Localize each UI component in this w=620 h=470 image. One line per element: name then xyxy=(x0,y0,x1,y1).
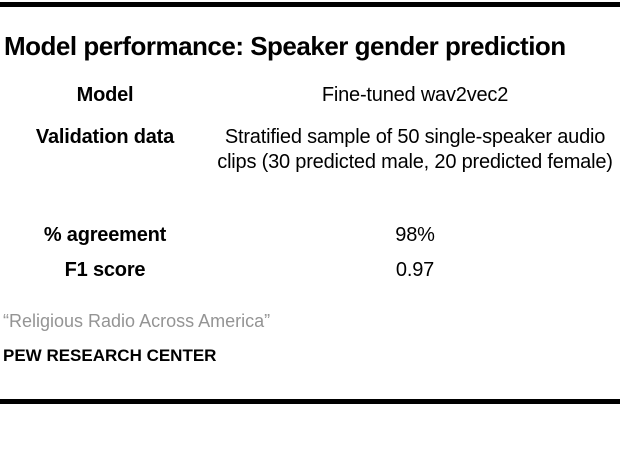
row-label-model: Model xyxy=(76,84,134,106)
row-value-model: Fine-tuned wav2vec2 xyxy=(210,83,620,108)
table-row-f1-score: F1 score 0.97 xyxy=(0,258,620,283)
row-value-percent-agreement: 98% xyxy=(210,223,620,248)
row-value-validation-data-text: Stratified sample of 50 single-speaker a… xyxy=(217,126,613,173)
bottom-rule-bar xyxy=(0,399,620,404)
table-row-percent-agreement: % agreement 98% xyxy=(0,223,620,248)
row-value-validation-data: Stratified sample of 50 single-speaker a… xyxy=(210,125,620,175)
model-performance-table: Model Fine-tuned wav2vec2 Validation dat… xyxy=(0,83,620,283)
row-value-f1-score-text: 0.97 xyxy=(395,259,435,281)
table-row-validation-data: Validation data Stratified sample of 50 … xyxy=(0,125,620,175)
source-citation: “Religious Radio Across America” xyxy=(3,311,271,331)
row-label-f1-score: F1 score xyxy=(64,259,146,281)
row-label-validation-data: Validation data xyxy=(35,126,175,148)
row-label-percent-agreement: % agreement xyxy=(43,224,167,246)
row-value-f1-score: 0.97 xyxy=(210,258,620,283)
pew-research-center-branding: PEW RESEARCH CENTER xyxy=(3,346,217,365)
top-rule-bar xyxy=(0,2,620,7)
row-value-model-text: Fine-tuned wav2vec2 xyxy=(321,84,509,106)
row-value-percent-agreement-text: 98% xyxy=(395,224,435,246)
table-row-model: Model Fine-tuned wav2vec2 xyxy=(0,83,620,108)
page-title: Model performance: Speaker gender predic… xyxy=(4,31,566,61)
